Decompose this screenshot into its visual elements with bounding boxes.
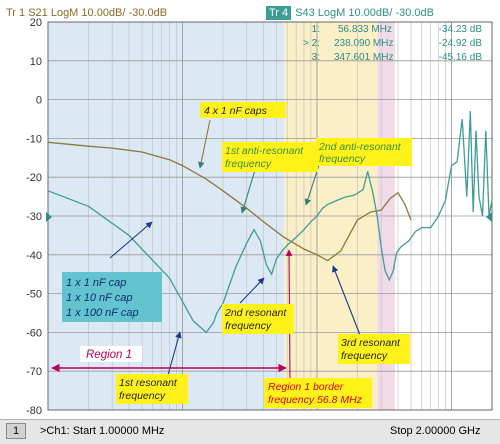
trace1-header[interactable]: Tr 1 S21 LogM 10.00dB/ -30.0dB: [6, 6, 167, 20]
chart-canvas: 20 10 0 -10 -20 -30 -40 -50 -60 -70 -80 1: 56.833 …: [26, 17, 493, 417]
series-s43-line: [47, 111, 493, 334]
marker-3-value: -45.16 dB: [439, 52, 483, 63]
note-anti2-line1: 2nd anti-resonant: [318, 141, 402, 153]
marker-2-label: > 2:: [303, 38, 320, 49]
start-frequency[interactable]: >Ch1: Start 1.00000 MHz: [40, 425, 165, 437]
grid-layer: [47, 21, 493, 411]
region1-label: Region 1: [86, 349, 132, 361]
marker-3-label: 3:: [312, 52, 320, 63]
note-4caps-box: [200, 102, 286, 118]
y-tick-label: 20: [30, 17, 42, 29]
marker-1-label: 1:: [312, 24, 320, 35]
y-tick-label: -10: [26, 133, 42, 145]
series-layer: [47, 111, 493, 334]
reference-markers: [46, 212, 492, 222]
marker-1-freq: 56.833 MHz: [338, 24, 392, 35]
trace1-label: Tr 1 S21 LogM 10.00dB/ -30.0dB: [6, 7, 168, 19]
series-s21-line: [47, 141, 412, 262]
annotation-notes: 4 x 1 nF caps 1st anti-resonant frequenc…: [62, 102, 412, 408]
pointer-legend: [109, 221, 153, 259]
note-anti1-box: [222, 142, 318, 172]
note-res1-line2: frequency: [119, 390, 166, 402]
note-res3-line2: frequency: [341, 350, 388, 362]
y-tick-label: -20: [26, 172, 42, 184]
legend-box: [62, 272, 162, 322]
stop-frequency[interactable]: Stop 2.00000 GHz: [390, 425, 481, 437]
note-res1-line1: 1st resonant: [119, 377, 178, 389]
note-border-line2: frequency 56.8 MHz: [268, 394, 363, 406]
note-4caps: 4 x 1 nF caps: [204, 105, 268, 117]
note-border-line1: Region 1 border: [268, 381, 344, 393]
legend-10nf: 1 x 10 nF cap: [66, 292, 132, 304]
y-tick-label: -50: [26, 289, 42, 301]
trace4-label: S43 LogM 10.00dB/ -30.0dB: [295, 7, 434, 19]
channel-number[interactable]: 1: [6, 423, 27, 439]
ref-marker-right: [486, 212, 492, 222]
y-tick-label: -40: [26, 250, 42, 262]
note-anti1-line1: 1st anti-resonant: [225, 145, 304, 157]
note-anti2-box: [316, 138, 412, 166]
ref-marker-left: [46, 212, 52, 222]
status-bar: 1 >Ch1: Start 1.00000 MHz Stop 2.00000 G…: [0, 419, 500, 444]
note-res2-line1: 2nd resonant: [224, 307, 287, 319]
note-border-box: [264, 378, 372, 408]
note-res1-box: [116, 374, 188, 404]
note-anti1-line2: frequency: [225, 158, 272, 170]
y-tick-label: -70: [26, 366, 42, 378]
marker-2-value: -24.92 dB: [439, 38, 483, 49]
marker-readout: 1: 56.833 MHz -34.23 dB > 2: 238.090 MHz…: [303, 24, 482, 63]
note-anti2-line2: frequency: [319, 153, 366, 165]
pointer-anti1: [240, 169, 256, 214]
note-res2-box: [222, 304, 294, 334]
y-tick-label: -80: [26, 405, 42, 417]
y-tick-label: -30: [26, 211, 42, 223]
trace4-active-box[interactable]: Tr 4: [266, 6, 292, 20]
pointer-res2: [239, 277, 265, 304]
note-res3-line1: 3rd resonant: [341, 337, 401, 349]
y-tick-label: 0: [36, 95, 42, 107]
pointer-res3: [332, 265, 361, 336]
marker-3-freq: 347.601 MHz: [334, 52, 393, 63]
legend-100nf: 1 x 100 nF cap: [66, 307, 139, 319]
legend-1nf: 1 x 1 nF cap: [66, 277, 126, 289]
marker-1-value: -34.23 dB: [439, 24, 483, 35]
y-tick-labels: 20 10 0 -10 -20 -30 -40 -50 -60 -70 -80: [26, 17, 42, 417]
marker-2-freq: 238.090 MHz: [334, 38, 393, 49]
y-tick-label: -60: [26, 327, 42, 339]
note-res2-line2: frequency: [225, 320, 272, 332]
note-res3-box: [338, 334, 410, 364]
y-tick-label: 10: [30, 56, 42, 68]
trace4-header[interactable]: Tr 4 S43 LogM 10.00dB/ -30.0dB: [266, 6, 434, 20]
pointer-4caps: [197, 119, 211, 169]
region1-label-box: [80, 346, 142, 362]
